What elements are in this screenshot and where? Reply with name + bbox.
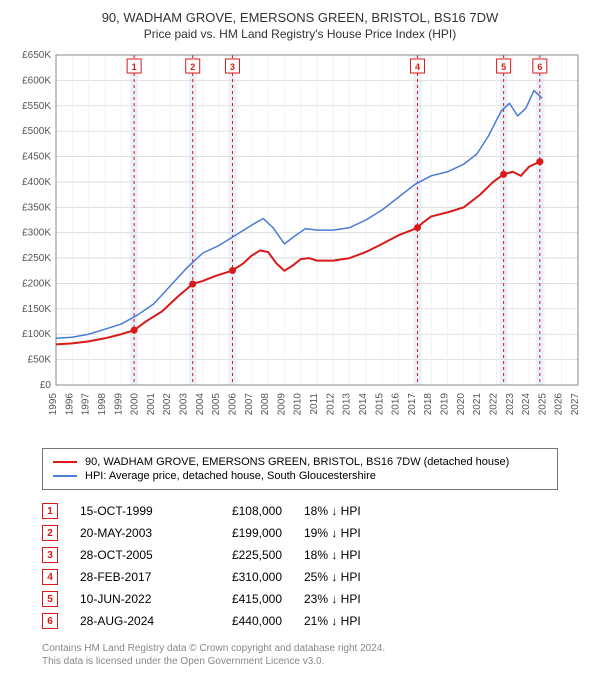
svg-text:2004: 2004: [195, 393, 206, 416]
chart-title: 90, WADHAM GROVE, EMERSONS GREEN, BRISTO…: [14, 10, 586, 25]
svg-text:£650K: £650K: [22, 50, 51, 61]
legend-row: 90, WADHAM GROVE, EMERSONS GREEN, BRISTO…: [53, 455, 547, 469]
transaction-delta: 21% ↓ HPI: [304, 614, 394, 628]
svg-text:£500K: £500K: [22, 126, 51, 137]
svg-text:1995: 1995: [48, 393, 59, 416]
transaction-price: £440,000: [202, 614, 282, 628]
legend-label: HPI: Average price, detached house, Sout…: [85, 470, 376, 482]
footnote: Contains HM Land Registry data © Crown c…: [42, 642, 558, 668]
svg-text:£300K: £300K: [22, 228, 51, 239]
transaction-date: 28-AUG-2024: [80, 614, 180, 628]
legend-label: 90, WADHAM GROVE, EMERSONS GREEN, BRISTO…: [85, 456, 509, 468]
svg-text:2007: 2007: [244, 393, 255, 416]
svg-text:£350K: £350K: [22, 202, 51, 213]
svg-text:6: 6: [537, 62, 542, 72]
svg-text:£600K: £600K: [22, 75, 51, 86]
svg-text:1998: 1998: [97, 393, 108, 416]
footnote-line-2: This data is licensed under the Open Gov…: [42, 655, 558, 668]
transaction-price: £415,000: [202, 592, 282, 606]
svg-text:2001: 2001: [146, 393, 157, 416]
transactions-table: 1 15-OCT-1999 £108,000 18% ↓ HPI 2 20-MAY-200…: [42, 500, 558, 632]
transaction-badge: 1: [42, 503, 58, 519]
svg-text:2005: 2005: [211, 393, 222, 416]
transaction-delta: 23% ↓ HPI: [304, 592, 394, 606]
svg-text:£100K: £100K: [22, 329, 51, 340]
svg-text:2022: 2022: [488, 393, 499, 416]
transaction-delta: 25% ↓ HPI: [304, 570, 394, 584]
transaction-date: 10-JUN-2022: [80, 592, 180, 606]
transaction-badge: 5: [42, 591, 58, 607]
svg-text:2016: 2016: [391, 393, 402, 416]
svg-text:2012: 2012: [325, 393, 336, 416]
svg-text:1997: 1997: [81, 393, 92, 416]
svg-text:3: 3: [230, 62, 235, 72]
transaction-date: 20-MAY-2003: [80, 526, 180, 540]
transaction-badge: 4: [42, 569, 58, 585]
svg-text:2008: 2008: [260, 393, 271, 416]
svg-text:2024: 2024: [521, 393, 532, 416]
chart-subtitle: Price paid vs. HM Land Registry's House …: [14, 27, 586, 41]
transaction-badge: 6: [42, 613, 58, 629]
svg-text:2019: 2019: [440, 393, 451, 416]
transaction-date: 28-FEB-2017: [80, 570, 180, 584]
svg-text:2: 2: [190, 62, 195, 72]
transaction-row: 3 28-OCT-2005 £225,500 18% ↓ HPI: [42, 544, 558, 566]
svg-text:£0: £0: [40, 380, 52, 391]
svg-text:£150K: £150K: [22, 304, 51, 315]
transaction-badge: 3: [42, 547, 58, 563]
svg-text:£200K: £200K: [22, 278, 51, 289]
svg-text:£450K: £450K: [22, 152, 51, 163]
svg-text:1: 1: [132, 62, 137, 72]
svg-text:2020: 2020: [456, 393, 467, 416]
svg-text:2027: 2027: [570, 393, 581, 416]
transaction-price: £199,000: [202, 526, 282, 540]
svg-text:2017: 2017: [407, 393, 418, 416]
svg-text:2025: 2025: [537, 393, 548, 416]
svg-text:2026: 2026: [554, 393, 565, 416]
transaction-price: £225,500: [202, 548, 282, 562]
svg-text:2003: 2003: [179, 393, 190, 416]
svg-text:2021: 2021: [472, 393, 483, 416]
svg-text:2023: 2023: [505, 393, 516, 416]
chart-area: £0 £50K £100K £150K £200K £250K £300K £350K £400…: [14, 49, 586, 434]
chart-svg: £0 £50K £100K £150K £200K £250K £300K £350K £400…: [14, 49, 586, 429]
svg-text:1996: 1996: [64, 393, 75, 416]
transaction-price: £108,000: [202, 504, 282, 518]
legend-swatch: [53, 475, 77, 477]
svg-text:2011: 2011: [309, 393, 320, 415]
footnote-line-1: Contains HM Land Registry data © Crown c…: [42, 642, 558, 655]
transaction-row: 4 28-FEB-2017 £310,000 25% ↓ HPI: [42, 566, 558, 588]
svg-text:2006: 2006: [227, 393, 238, 416]
transaction-row: 2 20-MAY-2003 £199,000 19% ↓ HPI: [42, 522, 558, 544]
svg-text:2014: 2014: [358, 393, 369, 416]
svg-text:1999: 1999: [113, 393, 124, 416]
svg-text:£550K: £550K: [22, 101, 51, 112]
svg-text:£250K: £250K: [22, 253, 51, 264]
transaction-row: 6 28-AUG-2024 £440,000 21% ↓ HPI: [42, 610, 558, 632]
svg-text:2000: 2000: [130, 393, 141, 416]
svg-text:2002: 2002: [162, 393, 173, 416]
legend: 90, WADHAM GROVE, EMERSONS GREEN, BRISTO…: [42, 448, 558, 490]
transaction-row: 5 10-JUN-2022 £415,000 23% ↓ HPI: [42, 588, 558, 610]
legend-row: HPI: Average price, detached house, Sout…: [53, 469, 547, 483]
transaction-date: 15-OCT-1999: [80, 504, 180, 518]
transaction-date: 28-OCT-2005: [80, 548, 180, 562]
svg-text:2018: 2018: [423, 393, 434, 416]
svg-text:5: 5: [501, 62, 506, 72]
svg-text:£400K: £400K: [22, 177, 51, 188]
svg-text:2015: 2015: [374, 393, 385, 416]
transaction-delta: 18% ↓ HPI: [304, 504, 394, 518]
svg-text:2013: 2013: [342, 393, 353, 416]
svg-text:2009: 2009: [276, 393, 287, 416]
transaction-delta: 18% ↓ HPI: [304, 548, 394, 562]
svg-text:2010: 2010: [293, 393, 304, 416]
transaction-delta: 19% ↓ HPI: [304, 526, 394, 540]
transaction-row: 1 15-OCT-1999 £108,000 18% ↓ HPI: [42, 500, 558, 522]
legend-swatch: [53, 461, 77, 463]
svg-text:4: 4: [415, 62, 420, 72]
transaction-badge: 2: [42, 525, 58, 541]
svg-text:£50K: £50K: [28, 355, 52, 366]
transaction-price: £310,000: [202, 570, 282, 584]
